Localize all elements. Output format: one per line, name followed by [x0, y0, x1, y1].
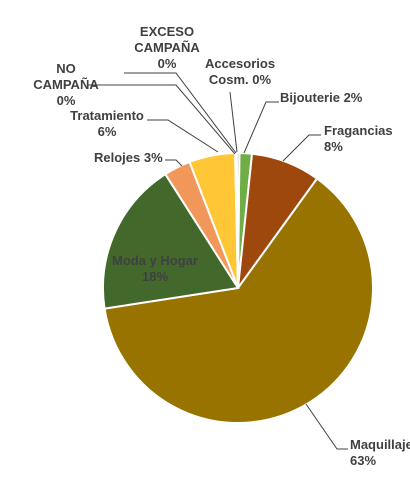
slice-label-line: 6%: [98, 124, 117, 139]
slice-label-line: 8%: [324, 139, 343, 154]
slice-label: Tratamiento 6%: [70, 108, 144, 139]
leader-line: [88, 84, 236, 155]
slice-label: Accesorios Cosm. 0%: [205, 56, 275, 87]
leader-line: [147, 119, 219, 153]
slice-label-line: CAMPAÑA: [33, 77, 99, 92]
slice-label-line: 18%: [142, 269, 168, 284]
pie-slice: [235, 152, 241, 289]
pie-slice: [103, 177, 374, 424]
leader-line: [282, 134, 321, 162]
leader-line: [229, 91, 238, 153]
slice-label-line: Tratamiento: [70, 108, 144, 123]
leader-line: [165, 159, 183, 167]
slice-label: Fragancias 8%: [324, 123, 393, 154]
slice-label-line: Moda y Hogar: [112, 253, 198, 268]
slice-label-line: NO: [56, 61, 76, 76]
pie-slice: [102, 172, 240, 310]
slice-label-line: 63%: [350, 453, 376, 468]
slice-label: NO CAMPAÑA 0%: [33, 61, 99, 108]
pie-slices: [102, 152, 374, 424]
slice-label: Moda y Hogar 18%: [112, 253, 198, 284]
slice-label-line: Accesorios: [205, 56, 275, 71]
slice-label-line: Maquillaje: [350, 437, 410, 452]
slice-label: Bijouterie 2%: [280, 90, 363, 105]
leader-lines: [88, 72, 348, 450]
slice-label-line: Fragancias: [324, 123, 393, 138]
slice-label-line: EXCESO: [140, 24, 194, 39]
slice-labels: Bijouterie 2% Fragancias 8% Maquillaje 63% Mo…: [33, 24, 410, 468]
slice-label-line: 0%: [57, 93, 76, 108]
slice-label-line: Relojes 3%: [94, 150, 163, 165]
leader-line: [243, 101, 279, 154]
slice-label: EXCESO CAMPAÑA 0%: [134, 24, 200, 71]
slice-label-line: Cosm. 0%: [209, 72, 272, 87]
slice-label-line: CAMPAÑA: [134, 40, 200, 55]
slice-label: Maquillaje 63%: [350, 437, 410, 468]
leader-line: [305, 403, 348, 450]
slice-label: Relojes 3%: [94, 150, 163, 165]
slice-label-line: Bijouterie 2%: [280, 90, 363, 105]
leader-line: [124, 72, 237, 154]
slice-label-line: 0%: [158, 56, 177, 71]
